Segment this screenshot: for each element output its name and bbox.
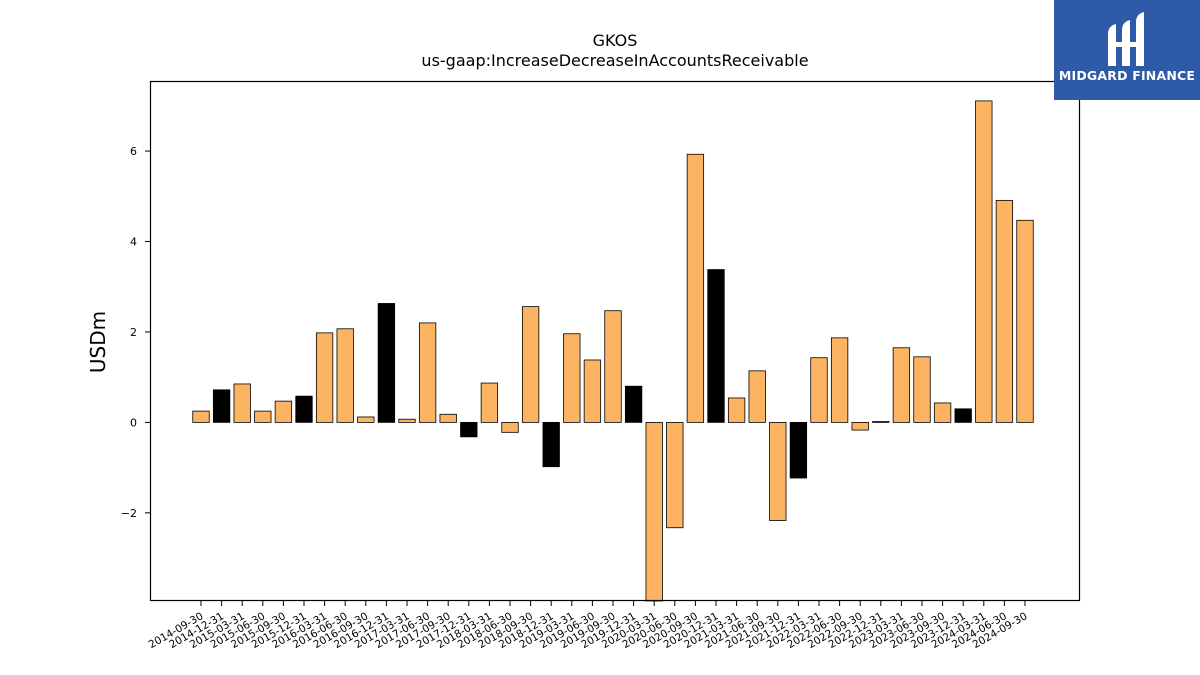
- bar-2023-06-30: [913, 356, 931, 423]
- y-tick-label: 6: [130, 145, 137, 158]
- brand-logo: MIDGARD FINANCE: [1054, 0, 1200, 100]
- y-axis-label: USDm: [86, 311, 110, 373]
- x-axis: 2014-09-302014-12-312015-03-312015-06-30…: [147, 601, 1030, 651]
- chart-title: GKOS: [592, 31, 638, 50]
- bar-2022-12-31: [872, 421, 890, 423]
- bar-2023-09-30: [933, 402, 952, 423]
- bar-2021-12-31: [789, 421, 808, 479]
- bar-2020-06-30: [666, 421, 684, 529]
- y-tick-label: 4: [130, 236, 137, 249]
- bars: [192, 100, 1034, 602]
- bar-2015-12-31: [295, 395, 313, 423]
- y-tick-label: 2: [130, 326, 137, 339]
- bar-2021-03-31: [727, 397, 746, 423]
- bar-2018-09-30: [521, 306, 540, 423]
- bar-2018-03-31: [480, 382, 499, 423]
- bar-2023-03-31: [892, 347, 911, 423]
- bar-2019-03-31: [563, 333, 581, 423]
- bar-2014-09-30: [192, 410, 210, 423]
- y-axis: −2 0 2 4 6: [121, 145, 150, 520]
- y-tick-label: −2: [121, 507, 137, 520]
- bar-2019-06-30: [583, 359, 602, 423]
- bar-2020-03-31: [645, 421, 663, 602]
- bar-2019-09-30: [604, 310, 622, 423]
- chart-subtitle: us-gaap:IncreaseDecreaseInAccountsReceiv…: [421, 51, 809, 70]
- bar-2020-09-30: [686, 153, 705, 423]
- bar-2017-09-30: [439, 413, 457, 423]
- bar-2020-12-31: [707, 269, 725, 423]
- bar-2016-06-30: [336, 328, 354, 423]
- bar-2019-12-31: [624, 385, 643, 423]
- bar-2021-06-30: [748, 370, 766, 423]
- bar-2023-12-31: [954, 408, 972, 423]
- bar-2024-09-30: [1016, 219, 1034, 423]
- bar-2016-09-30: [357, 416, 375, 423]
- bar-2021-09-30: [769, 421, 787, 521]
- bar-2017-03-31: [398, 418, 416, 423]
- bar-2014-12-31: [212, 389, 231, 423]
- logo-text: MIDGARD FINANCE: [1058, 68, 1196, 83]
- bar-2022-09-30: [851, 421, 869, 431]
- bar-2016-12-31: [377, 303, 396, 423]
- bar-2015-03-31: [233, 383, 251, 423]
- plot-frame: [149, 80, 1081, 602]
- bar-2016-03-31: [315, 332, 334, 423]
- chart-title-block: GKOS us-gaap:IncreaseDecreaseInAccountsR…: [150, 31, 1080, 71]
- bar-2017-06-30: [418, 322, 437, 423]
- bar-2015-09-30: [274, 400, 293, 423]
- bar-2022-03-31: [810, 357, 828, 423]
- y-tick-label: 0: [130, 416, 137, 429]
- bar-2024-06-30: [995, 199, 1014, 423]
- bar-2018-06-30: [501, 421, 519, 433]
- bar-2018-12-31: [542, 421, 560, 468]
- bar-2022-06-30: [830, 337, 849, 423]
- bar-2017-12-31: [460, 421, 478, 438]
- bar-2024-03-31: [975, 100, 993, 423]
- logo-mark-icon: [1108, 12, 1144, 66]
- bar-2015-06-30: [254, 410, 272, 423]
